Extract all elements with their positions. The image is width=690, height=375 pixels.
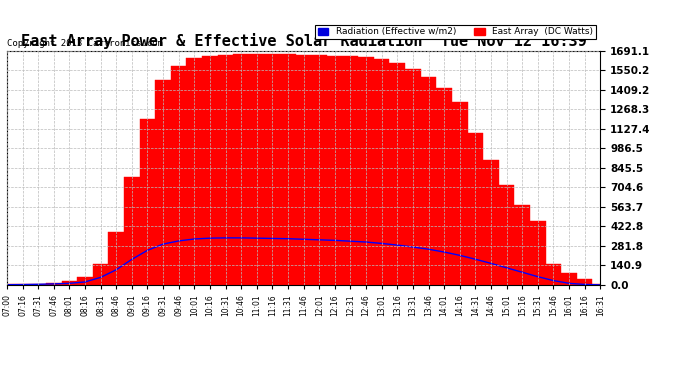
Title: East Array Power & Effective Solar Radiation  Tue Nov 12 16:39: East Array Power & Effective Solar Radia… <box>21 33 586 50</box>
Legend: Radiation (Effective w/m2), East Array  (DC Watts): Radiation (Effective w/m2), East Array (… <box>315 25 595 39</box>
Text: Copyright 2013 Cartronics.com: Copyright 2013 Cartronics.com <box>7 39 163 48</box>
